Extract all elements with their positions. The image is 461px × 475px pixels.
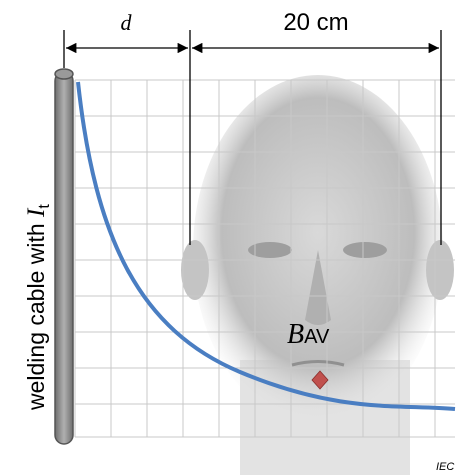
cable-label-text: welding cable with xyxy=(23,217,49,411)
dimension-lines xyxy=(63,30,442,245)
footer: IEC xyxy=(436,461,454,473)
grid xyxy=(74,79,455,438)
cable-label: welding cable with It xyxy=(23,204,53,411)
field-label-symbol: B xyxy=(287,319,304,350)
cable-label-subscript: t xyxy=(36,204,53,209)
field-label-subscript: AV xyxy=(304,326,330,348)
cable-label-symbol: I xyxy=(23,207,50,218)
measurement-point xyxy=(311,370,329,390)
distance-label: 20 cm xyxy=(283,9,348,36)
face xyxy=(181,75,454,475)
cable xyxy=(54,68,74,445)
distance-d-label: d xyxy=(121,10,133,35)
field-label: BAV xyxy=(287,319,330,350)
field-curve xyxy=(76,81,456,411)
